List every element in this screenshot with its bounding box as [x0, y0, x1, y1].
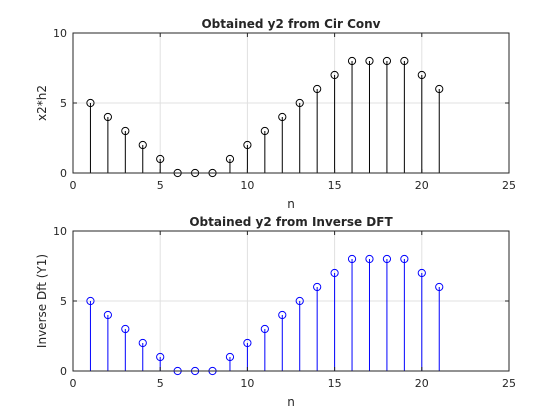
stem-marker — [295, 296, 304, 306]
x-tick-label: 25 — [502, 179, 516, 192]
stem-marker — [260, 126, 269, 136]
stem-marker — [225, 154, 235, 164]
x-axis-label: n — [287, 395, 295, 409]
stem-marker — [382, 56, 392, 66]
subplot-inverse-dft: Obtained y2 from Inverse DFT n Inverse D… — [35, 215, 516, 409]
stem-marker — [435, 84, 444, 94]
stem-marker — [382, 254, 392, 264]
y-tick-label: 10 — [53, 225, 67, 238]
stem-marker — [243, 338, 252, 348]
stem-marker — [260, 324, 269, 334]
stem-marker — [347, 56, 357, 66]
stem-marker — [86, 98, 95, 108]
y-axis-label: x2*h2 — [35, 85, 49, 121]
stem-marker — [365, 254, 374, 264]
subplot-title: Obtained y2 from Inverse DFT — [189, 215, 393, 229]
x-tick-label: 20 — [415, 179, 429, 192]
stem-marker — [278, 310, 287, 320]
stem-marker — [313, 84, 322, 94]
stem-marker — [121, 126, 130, 136]
stem-marker — [121, 324, 130, 334]
subplot-title: Obtained y2 from Cir Conv — [201, 17, 380, 31]
stem-marker — [313, 282, 322, 292]
stem-marker — [103, 112, 112, 122]
x-tick-label: 0 — [70, 377, 77, 390]
stem-marker — [138, 338, 147, 348]
x-tick-label: 15 — [328, 179, 342, 192]
stem-marker — [435, 282, 444, 292]
stem-marker — [103, 310, 112, 320]
y-axis-label: Inverse Dft (Y1) — [35, 254, 49, 348]
stem-marker — [86, 296, 95, 306]
x-tick-label: 10 — [240, 179, 254, 192]
x-tick-label: 10 — [240, 377, 254, 390]
y-tick-label: 0 — [60, 365, 67, 378]
stem-marker — [417, 268, 426, 278]
stem-marker — [156, 352, 165, 362]
stem-marker — [156, 154, 165, 164]
x-tick-label: 5 — [157, 179, 164, 192]
stem-marker — [330, 70, 339, 80]
x-axis-label: n — [287, 197, 295, 211]
y-tick-label: 5 — [60, 295, 67, 308]
subplot-cir-conv: Obtained y2 from Cir Conv n x2*h2 0 5 10 15… — [35, 17, 516, 211]
stem-marker — [400, 56, 409, 66]
stem-marker — [417, 70, 426, 80]
stem-marker — [243, 140, 252, 150]
stem-marker — [365, 56, 374, 66]
x-tick-label: 0 — [70, 179, 77, 192]
stem-marker — [330, 268, 339, 278]
y-tick-label: 10 — [53, 27, 67, 40]
x-tick-label: 25 — [502, 377, 516, 390]
stem-marker — [225, 352, 235, 362]
y-tick-label: 5 — [60, 97, 67, 110]
stem-marker — [278, 112, 287, 122]
x-tick-label: 15 — [328, 377, 342, 390]
x-tick-label: 20 — [415, 377, 429, 390]
stem-marker — [347, 254, 357, 264]
stem-marker — [295, 98, 304, 108]
stem-marker — [400, 254, 409, 264]
y-tick-label: 0 — [60, 167, 67, 180]
stem-marker — [138, 140, 147, 150]
x-tick-label: 5 — [157, 377, 164, 390]
